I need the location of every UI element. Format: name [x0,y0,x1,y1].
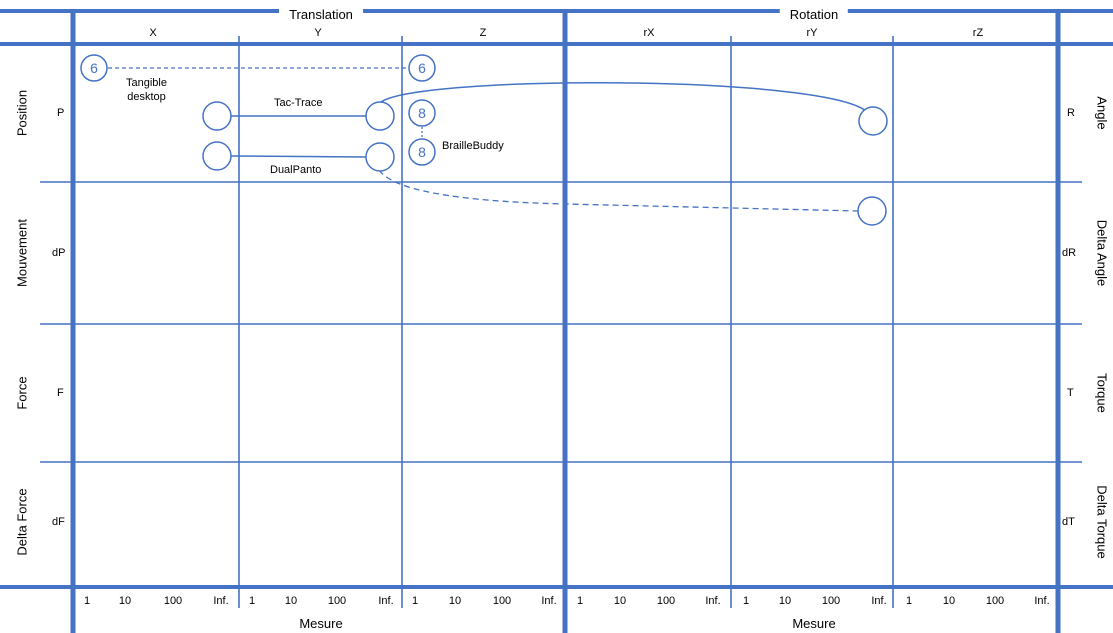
tangible-desktop-count-right: 6 [408,61,436,75]
scale-tick: 100 [164,595,182,607]
tac-trace-label: Tac-Trace [274,97,323,109]
row-label-force: Force [15,376,30,409]
scale-tick: 1 [906,595,912,607]
axis-label-ry: rY [807,27,818,39]
dual-panto-x-circle [203,142,231,170]
row-label-delta-force: Delta Force [15,488,30,555]
dual-panto-connector [231,156,366,157]
tac-trace-x-circle [203,102,231,130]
scale-tick: 10 [943,595,955,607]
row-label-position: Position [15,90,30,136]
scale-tick: 100 [657,595,675,607]
scale-tick: Inf. [541,595,556,607]
scale-tick: 1 [577,595,583,607]
scale-tick: Inf. [213,595,228,607]
scale-tick: Inf. [378,595,393,607]
row-symbol-r: R [1067,107,1075,119]
axis-label-x: X [149,27,156,39]
scale-tick: 10 [285,595,297,607]
axis-label-rx: rX [644,27,655,39]
dual-panto-label: DualPanto [270,164,321,176]
scale-tick: 10 [119,595,131,607]
row-symbol-t: T [1067,387,1074,399]
row-label-torque: Torque [1095,373,1110,413]
row-symbol-p: P [57,107,64,119]
axis-label-z: Z [480,27,487,39]
scale-tick: Inf. [871,595,886,607]
row-label-delta-torque: Delta Torque [1095,485,1110,558]
scale-tick: Inf. [1034,595,1049,607]
scale-tick: 1 [249,595,255,607]
row-symbol-dt: dT [1062,516,1075,528]
row-label-delta-angle: Delta Angle [1095,220,1110,287]
axis-label-rz: rZ [973,27,983,39]
tangible-desktop-label-line2: desktop [126,90,167,104]
scale-tick: 1 [743,595,749,607]
translation-header: Translation [279,7,363,22]
scale-tick: Inf. [705,595,720,607]
tac-trace-y-circle [366,102,394,130]
row-symbol-f: F [57,387,64,399]
braille-buddy-count-bottom: 8 [408,145,436,159]
braille-buddy-count-top: 8 [408,106,436,120]
rotation-header: Rotation [780,7,848,22]
row-label-mouvement: Mouvement [15,219,30,287]
scale-tick: 10 [614,595,626,607]
tac-trace-ry-circle [859,107,887,135]
dual-panto-ry-connector [379,170,858,211]
scale-tick: 1 [412,595,418,607]
row-label-angle: Angle [1095,96,1110,129]
mesure-label-right: Mesure [782,616,845,631]
dual-panto-y-circle [366,143,394,171]
tac-trace-ry-connector [381,83,866,111]
tangible-desktop-label: Tangible desktop [126,76,167,104]
braille-buddy-label: BrailleBuddy [442,140,504,152]
scale-tick: 10 [779,595,791,607]
mesure-label-left: Mesure [289,616,352,631]
axis-label-y: Y [314,27,321,39]
scale-tick: 100 [493,595,511,607]
scale-tick: 10 [449,595,461,607]
tangible-desktop-count-left: 6 [80,61,108,75]
scale-tick: 100 [328,595,346,607]
row-symbol-df: dF [52,516,65,528]
scale-tick: 1 [84,595,90,607]
row-symbol-dr: dR [1062,247,1076,259]
dual-panto-ry-circle [858,197,886,225]
scale-tick: 100 [822,595,840,607]
scale-tick: 100 [986,595,1004,607]
row-symbol-dp: dP [52,247,65,259]
tangible-desktop-label-line1: Tangible [126,76,167,90]
